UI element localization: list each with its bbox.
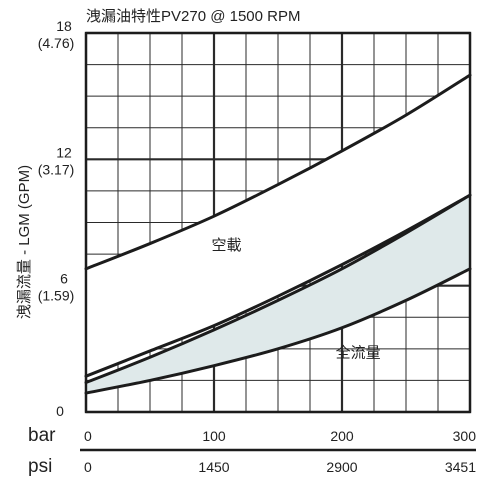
region-label: 空載	[211, 237, 241, 254]
band-full-flow-cover	[86, 195, 470, 394]
x-tick-label-bar: 300	[453, 428, 477, 444]
y-axis-label: 洩漏流量 - LGM (GPM)	[16, 165, 33, 319]
region-label: 全流量	[336, 343, 381, 361]
chart-title: 洩漏油特性PV270 @ 1500 RPM	[86, 8, 300, 25]
y-tick-sub-label: (3.17)	[38, 161, 75, 177]
series-line-2	[84, 193, 472, 378]
x-tick-label-psi: 3451	[445, 459, 476, 475]
x-tick-label-bar: 0	[84, 428, 92, 444]
y-tick-label: 6	[60, 271, 68, 287]
x-tick-label-bar: 200	[330, 428, 354, 444]
series-line-1	[84, 73, 472, 271]
x-tick-label-psi: 0	[84, 459, 92, 475]
series-line-3	[84, 193, 472, 385]
y-tick-sub-label: (1.59)	[38, 288, 75, 304]
plot-frame	[84, 31, 472, 414]
x-unit-psi: psi	[28, 456, 52, 477]
band-no-load-cover	[86, 75, 470, 377]
x-tick-label-psi: 2900	[326, 459, 357, 475]
x-tick-label-bar: 100	[202, 428, 226, 444]
x-unit-bar: bar	[28, 425, 56, 446]
x-tick-label-psi: 1450	[198, 459, 229, 475]
y-tick-sub-label: (4.76)	[38, 35, 75, 51]
series-line-4	[84, 267, 472, 395]
y-tick-label: 0	[56, 403, 64, 419]
y-tick-label: 18	[56, 18, 72, 34]
y-tick-label: 12	[56, 144, 72, 160]
